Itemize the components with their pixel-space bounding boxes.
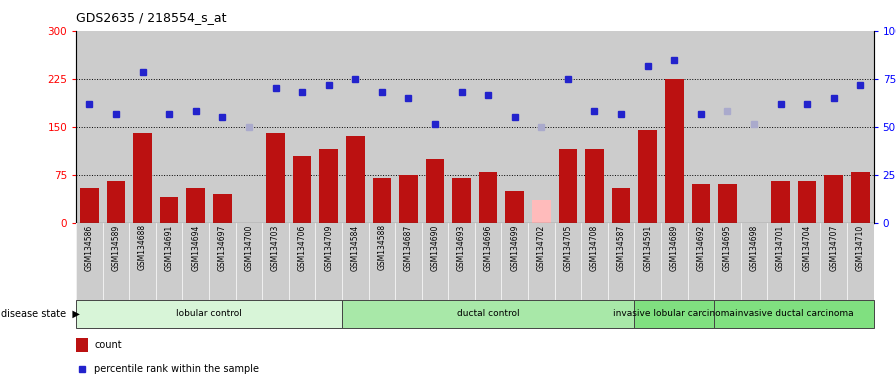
Bar [342, 300, 634, 328]
Text: count: count [94, 339, 122, 349]
Text: invasive lobular carcinoma: invasive lobular carcinoma [613, 310, 736, 318]
Bar [159, 197, 178, 223]
Text: disease state  ▶: disease state ▶ [1, 309, 80, 319]
Text: GSM134708: GSM134708 [590, 224, 599, 270]
Text: invasive ductal carcinoma: invasive ductal carcinoma [735, 310, 853, 318]
Text: GSM134591: GSM134591 [643, 224, 652, 270]
Text: GSM134698: GSM134698 [749, 224, 759, 270]
Text: GSM134707: GSM134707 [829, 224, 839, 271]
Bar [399, 175, 418, 223]
Bar [665, 79, 684, 223]
Bar [107, 181, 125, 223]
Bar [80, 187, 99, 223]
Bar [797, 181, 816, 223]
Bar [134, 133, 152, 223]
Text: GSM134694: GSM134694 [191, 224, 201, 271]
Text: GSM134587: GSM134587 [616, 224, 625, 270]
Text: GSM134693: GSM134693 [457, 224, 466, 271]
Bar [452, 178, 471, 223]
Text: percentile rank within the sample: percentile rank within the sample [94, 364, 259, 374]
Bar [478, 172, 497, 223]
Text: GSM134690: GSM134690 [430, 224, 440, 271]
Text: GSM134700: GSM134700 [245, 224, 254, 271]
Text: GSM134692: GSM134692 [696, 224, 705, 270]
Text: GSM134584: GSM134584 [350, 224, 360, 270]
Text: GSM134589: GSM134589 [111, 224, 121, 270]
Text: GSM134695: GSM134695 [723, 224, 732, 271]
Bar [76, 223, 874, 300]
Text: GSM134710: GSM134710 [856, 224, 865, 270]
Text: ductal control: ductal control [457, 310, 520, 318]
Bar [612, 187, 631, 223]
Bar [346, 136, 365, 223]
Text: GSM134704: GSM134704 [803, 224, 812, 271]
Text: GSM134697: GSM134697 [218, 224, 227, 271]
Text: GSM134702: GSM134702 [537, 224, 546, 270]
Text: GSM134699: GSM134699 [510, 224, 520, 271]
Bar [76, 300, 342, 328]
Text: GSM134696: GSM134696 [484, 224, 493, 271]
Bar [532, 200, 551, 223]
Bar [293, 156, 312, 223]
Bar [638, 130, 657, 223]
Bar [851, 172, 870, 223]
Bar [186, 187, 205, 223]
Text: GSM134703: GSM134703 [271, 224, 280, 271]
Bar [585, 149, 604, 223]
Bar [426, 159, 444, 223]
Bar [824, 175, 843, 223]
Bar [634, 300, 714, 328]
Text: GSM134689: GSM134689 [669, 224, 679, 270]
Bar [505, 191, 524, 223]
Text: GSM134706: GSM134706 [297, 224, 306, 271]
Text: GSM134705: GSM134705 [564, 224, 573, 271]
Bar [266, 133, 285, 223]
Text: GDS2635 / 218554_s_at: GDS2635 / 218554_s_at [76, 12, 227, 25]
Text: GSM134687: GSM134687 [404, 224, 413, 270]
Bar [771, 181, 790, 223]
Bar [319, 149, 338, 223]
Bar [692, 184, 711, 223]
Text: lobular control: lobular control [177, 310, 242, 318]
Text: GSM134701: GSM134701 [776, 224, 785, 270]
Bar [558, 149, 577, 223]
Text: GSM134691: GSM134691 [165, 224, 174, 270]
Bar [76, 338, 88, 352]
Bar [718, 184, 737, 223]
Text: GSM134586: GSM134586 [85, 224, 94, 270]
Bar [373, 178, 392, 223]
Text: GSM134688: GSM134688 [138, 224, 147, 270]
Bar [213, 194, 232, 223]
Text: GSM134709: GSM134709 [324, 224, 333, 271]
Text: GSM134588: GSM134588 [377, 224, 386, 270]
Bar [714, 300, 874, 328]
